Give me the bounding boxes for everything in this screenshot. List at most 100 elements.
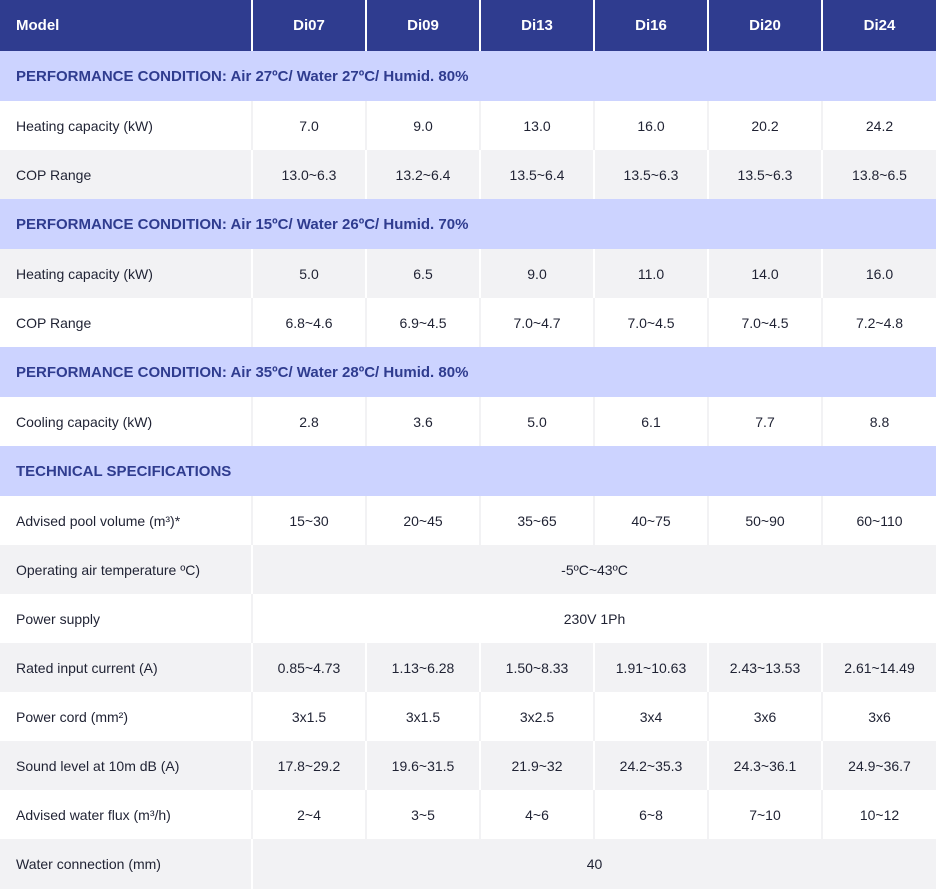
row-value: 9.0 [480,249,595,298]
table-row: Power supply 230V 1Ph [0,594,936,643]
row-value: 19.6~31.5 [366,741,481,790]
model-column-header: Di09 [366,0,481,51]
section-title: PERFORMANCE CONDITION: Air 27ºC/ Water 2… [0,51,936,101]
row-value: 1.50~8.33 [480,643,595,692]
row-value: 21.9~32 [480,741,595,790]
section-title: PERFORMANCE CONDITION: Air 35ºC/ Water 2… [0,347,936,397]
row-value: 7.7 [708,397,823,446]
row-label: Advised pool volume (m³)* [0,496,253,545]
row-value: 3.6 [366,397,481,446]
row-value: 24.2~35.3 [594,741,709,790]
row-value: 6.5 [366,249,481,298]
table-row: Advised water flux (m³/h) 2~4 3~5 4~6 6~… [0,790,936,839]
model-column-header: Di16 [594,0,709,51]
row-value: 7~10 [708,790,823,839]
row-value: 15~30 [252,496,367,545]
table-row: Advised pool volume (m³)* 15~30 20~45 35… [0,496,936,545]
row-value: 3x1.5 [252,692,367,741]
row-value: 2.61~14.49 [822,643,936,692]
row-value: 0.85~4.73 [252,643,367,692]
row-value: 17.8~29.2 [252,741,367,790]
row-value: 2.8 [252,397,367,446]
row-value: 24.2 [822,101,936,150]
table-row: Water connection (mm) 40 [0,839,936,889]
table-row: Operating air temperature ºC) -5ºC~43ºC [0,545,936,594]
table-row: Power cord (mm²) 3x1.5 3x1.5 3x2.5 3x4 3… [0,692,936,741]
row-label: Advised water flux (m³/h) [0,790,253,839]
row-label: Power cord (mm²) [0,692,253,741]
row-value: 6.1 [594,397,709,446]
row-value: 8.8 [822,397,936,446]
row-value: 2~4 [252,790,367,839]
table-row: Heating capacity (kW) 7.0 9.0 13.0 16.0 … [0,101,936,150]
row-value: 13.2~6.4 [366,150,481,199]
row-value: 2.43~13.53 [708,643,823,692]
model-column-header: Di13 [480,0,595,51]
row-value: 5.0 [252,249,367,298]
row-value: 7.0~4.5 [708,298,823,347]
row-value: 6~8 [594,790,709,839]
section-heading: TECHNICAL SPECIFICATIONS [0,446,936,496]
row-value: 7.0~4.5 [594,298,709,347]
table-row: COP Range 6.8~4.6 6.9~4.5 7.0~4.7 7.0~4.… [0,298,936,347]
table-row: Heating capacity (kW) 5.0 6.5 9.0 11.0 1… [0,249,936,298]
row-value: 35~65 [480,496,595,545]
row-value: 1.91~10.63 [594,643,709,692]
row-value: 3x6 [708,692,823,741]
row-value: 50~90 [708,496,823,545]
section-heading: PERFORMANCE CONDITION: Air 15ºC/ Water 2… [0,199,936,249]
section-heading: PERFORMANCE CONDITION: Air 35ºC/ Water 2… [0,347,936,397]
row-value: 11.0 [594,249,709,298]
row-value: 3~5 [366,790,481,839]
row-value: 16.0 [822,249,936,298]
row-value: 7.0 [252,101,367,150]
model-column-header: Di24 [822,0,936,51]
row-value: 3x1.5 [366,692,481,741]
header-row: Model Di07 Di09 Di13 Di16 Di20 Di24 [0,0,936,51]
row-value: 13.0 [480,101,595,150]
row-value: 6.8~4.6 [252,298,367,347]
row-label: Cooling capacity (kW) [0,397,253,446]
row-value: 60~110 [822,496,936,545]
table-row: Cooling capacity (kW) 2.8 3.6 5.0 6.1 7.… [0,397,936,446]
row-label: Rated input current (A) [0,643,253,692]
row-label: Operating air temperature ºC) [0,545,253,594]
row-value-span: -5ºC~43ºC [252,545,936,594]
row-value: 20~45 [366,496,481,545]
row-value: 16.0 [594,101,709,150]
row-value: 9.0 [366,101,481,150]
row-value: 20.2 [708,101,823,150]
row-value-span: 230V 1Ph [252,594,936,643]
row-label: COP Range [0,150,253,199]
row-value: 7.2~4.8 [822,298,936,347]
row-label: Water connection (mm) [0,839,253,889]
row-value-span: 40 [252,839,936,889]
row-value: 24.3~36.1 [708,741,823,790]
model-column-header: Di07 [252,0,367,51]
row-value: 1.13~6.28 [366,643,481,692]
section-title: TECHNICAL SPECIFICATIONS [0,446,936,496]
row-value: 3x6 [822,692,936,741]
row-value: 13.5~6.3 [594,150,709,199]
row-value: 24.9~36.7 [822,741,936,790]
table-row: Rated input current (A) 0.85~4.73 1.13~6… [0,643,936,692]
row-value: 7.0~4.7 [480,298,595,347]
row-value: 6.9~4.5 [366,298,481,347]
row-label: Sound level at 10m dB (A) [0,741,253,790]
table-row: Sound level at 10m dB (A) 17.8~29.2 19.6… [0,741,936,790]
row-value: 3x2.5 [480,692,595,741]
model-column-header: Di20 [708,0,823,51]
row-value: 13.0~6.3 [252,150,367,199]
row-value: 10~12 [822,790,936,839]
row-label: COP Range [0,298,253,347]
row-value: 3x4 [594,692,709,741]
row-value: 13.8~6.5 [822,150,936,199]
row-label: Heating capacity (kW) [0,101,253,150]
row-value: 40~75 [594,496,709,545]
section-heading: PERFORMANCE CONDITION: Air 27ºC/ Water 2… [0,51,936,101]
row-label: Heating capacity (kW) [0,249,253,298]
row-value: 5.0 [480,397,595,446]
row-value: 13.5~6.3 [708,150,823,199]
row-value: 14.0 [708,249,823,298]
